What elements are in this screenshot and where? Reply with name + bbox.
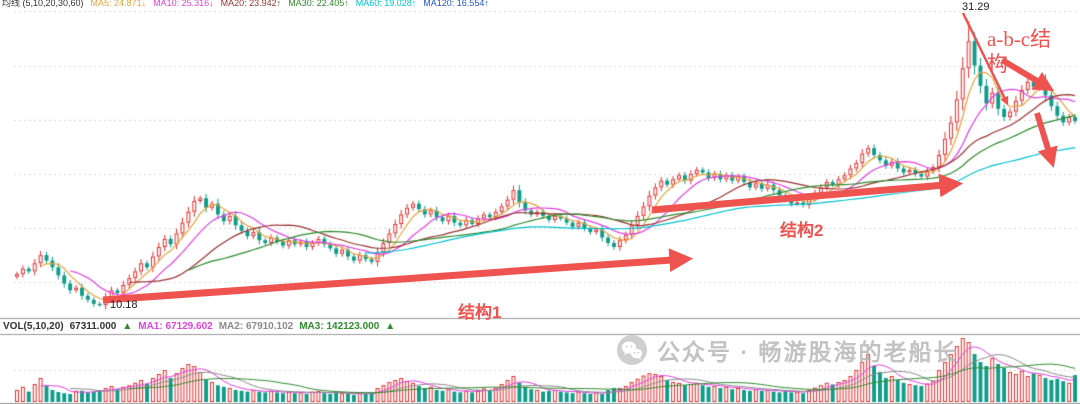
volume-indicator-row: VOL(5,10,20) 67311.000 ▲ MA1: 67129.602 MA2:… [3, 320, 401, 333]
indicator-token: MA5: 24.871↓ [90, 0, 147, 8]
indicator-header: 均线 (5,10,20,30,60) MA5: 24.871↓ MA10: 25.3… [2, 0, 496, 9]
structure2-annotation: 结构2 [780, 221, 824, 240]
wechat-icon [617, 335, 647, 365]
indicator-token: ▲ [122, 321, 133, 332]
indicator-token: MA30: 22.405↑ [288, 0, 349, 8]
indicator-token: MA120: 16.554↑ [423, 0, 489, 8]
peak-price-label: 31.29 [962, 1, 990, 13]
watermark-text: 公众号 · 畅游股海的老船长 [657, 339, 959, 365]
structure1-annotation: 结构1 [458, 303, 502, 322]
indicator-token: MA3: 142123.000 [299, 321, 380, 332]
indicator-token: 均线 (5,10,20,30,60) [2, 0, 84, 8]
abc-structure-annotation: a-b-c结构 [987, 27, 1052, 76]
indicator-token: 67311.000 [69, 321, 117, 332]
indicator-token: MA20: 23.942↑ [220, 0, 282, 8]
indicator-token: MA1: 67129.602 [138, 321, 213, 332]
indicator-token: ▲ [385, 321, 396, 332]
indicator-token: MA2: 67910.102 [218, 321, 294, 332]
indicator-token: MA10: 25.316↓ [153, 0, 214, 8]
low-price-label: 10.18 [110, 299, 138, 311]
watermark: 公众号 · 畅游股海的老船长 [616, 333, 958, 367]
indicator-token: MA60: 19.028↑ [355, 0, 417, 8]
indicator-token: VOL(5,10,20) [3, 321, 64, 332]
